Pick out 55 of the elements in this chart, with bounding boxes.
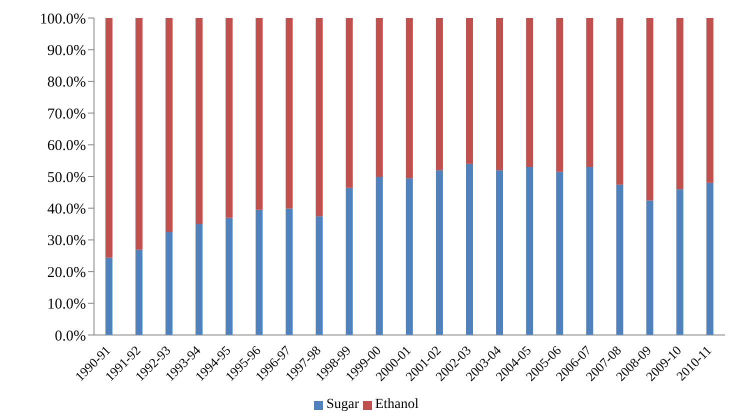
bar: [286, 208, 293, 335]
y-tick-label: 70.0%: [47, 106, 86, 122]
bar: [346, 188, 353, 335]
y-tick-label: 30.0%: [47, 233, 86, 250]
y-tick-label: 50.0%: [47, 170, 86, 186]
bar: [466, 18, 473, 164]
legend-label: Sugar: [326, 397, 360, 413]
bar: [526, 166, 534, 335]
bar: [706, 182, 714, 335]
bar: [406, 178, 413, 335]
bar: [586, 166, 594, 335]
bar: [646, 200, 654, 335]
bar: [196, 18, 203, 224]
bar: [256, 18, 263, 210]
bar: [676, 18, 684, 190]
bar: [436, 18, 443, 170]
bar: [556, 172, 564, 335]
bar: [496, 170, 504, 335]
bar: [226, 218, 233, 335]
bar: [226, 18, 233, 218]
y-tick-label: 60.0%: [47, 138, 86, 154]
bar: [105, 18, 112, 258]
bar: [196, 224, 203, 335]
bar: [135, 18, 142, 250]
bar: [256, 210, 263, 335]
y-tick-label: 20.0%: [47, 264, 86, 281]
y-tick-label: 40.0%: [47, 202, 86, 218]
bar: [616, 184, 624, 335]
bar: [586, 18, 594, 167]
bar: [646, 18, 654, 200]
bar: [706, 18, 714, 183]
bar: [376, 176, 383, 335]
bar: [616, 18, 624, 184]
y-tick-label: 90.0%: [47, 43, 86, 60]
bar: [676, 189, 684, 335]
bar: [166, 18, 173, 232]
bar: [406, 18, 413, 178]
bar: [436, 170, 443, 335]
bar: [526, 18, 534, 167]
bar: [135, 249, 142, 335]
bar: [466, 164, 473, 335]
bar: [105, 257, 112, 335]
bar: [316, 216, 323, 335]
bar: [316, 18, 323, 216]
bar: [556, 18, 564, 172]
y-tick-label: 10.0%: [47, 296, 86, 313]
bar: [496, 18, 504, 170]
bar: [166, 232, 173, 335]
legend-label: Ethanol: [375, 397, 419, 413]
y-tick-label: 100.0%: [40, 11, 86, 28]
bar: [286, 18, 293, 208]
bar: [346, 18, 353, 188]
y-tick-label: 0.0%: [54, 328, 86, 344]
y-tick-label: 80.0%: [47, 74, 86, 91]
bar: [376, 18, 383, 176]
